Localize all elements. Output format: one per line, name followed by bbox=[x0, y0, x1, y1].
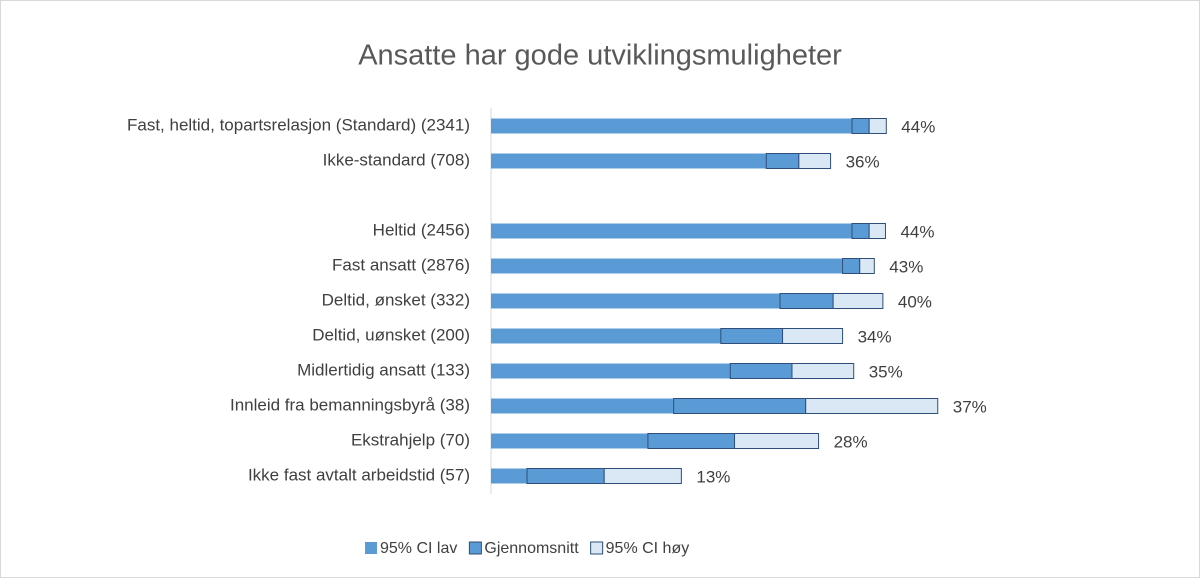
category-label: Heltid (2456) bbox=[373, 220, 470, 239]
bar-segment bbox=[491, 223, 853, 239]
bar-segment bbox=[734, 433, 820, 449]
bar-segment bbox=[832, 293, 884, 309]
bar-segment bbox=[851, 223, 870, 239]
legend-label: Gjennomsnitt bbox=[484, 540, 579, 557]
data-label: 37% bbox=[953, 397, 987, 416]
bar-segment bbox=[851, 118, 870, 134]
bar-segment bbox=[491, 118, 853, 134]
data-label: 28% bbox=[834, 432, 868, 451]
bar-segment bbox=[491, 258, 843, 274]
data-label: 36% bbox=[846, 152, 880, 171]
data-label: 44% bbox=[900, 222, 934, 241]
category-label: Ekstrahjelp (70) bbox=[351, 430, 470, 449]
category-label: Deltid, ønsket (332) bbox=[322, 290, 470, 309]
legend-swatch bbox=[590, 541, 604, 555]
chart-title: Ansatte har gode utviklingsmuligheter bbox=[358, 40, 842, 72]
category-label: Ikke fast avtalt arbeidstid (57) bbox=[248, 465, 470, 484]
bar-segment bbox=[805, 398, 939, 414]
category-label: Fast ansatt (2876) bbox=[332, 255, 470, 274]
legend-label: 95% CI høy bbox=[606, 540, 690, 557]
bar-segment bbox=[868, 118, 887, 134]
data-label: 13% bbox=[696, 467, 730, 486]
data-label: 35% bbox=[869, 362, 903, 381]
bar-segment bbox=[491, 328, 721, 344]
category-label: Ikke-standard (708) bbox=[323, 150, 470, 169]
bar-segment bbox=[491, 293, 780, 309]
data-label: 43% bbox=[889, 257, 923, 276]
bar-segment bbox=[798, 153, 832, 169]
data-label: 40% bbox=[898, 292, 932, 311]
bar-segment bbox=[491, 398, 674, 414]
bar-segment bbox=[779, 293, 834, 309]
data-label: 34% bbox=[858, 327, 892, 346]
bar-segment bbox=[673, 398, 807, 414]
bar-segment bbox=[868, 223, 886, 239]
bar-segment bbox=[603, 468, 682, 484]
bar-segment bbox=[859, 258, 875, 274]
category-label: Deltid, uønsket (200) bbox=[312, 325, 470, 344]
legend-swatch bbox=[365, 542, 377, 554]
legend-label: 95% CI lav bbox=[380, 540, 457, 557]
category-label: Innleid fra bemanningsbyrå (38) bbox=[230, 395, 470, 414]
data-label: 44% bbox=[901, 117, 935, 136]
bar-segment bbox=[765, 153, 800, 169]
bar-segment bbox=[491, 433, 648, 449]
bar-segment bbox=[526, 468, 605, 484]
bar-segment bbox=[782, 328, 844, 344]
bar-segment bbox=[729, 363, 793, 379]
category-label: Midlertidig ansatt (133) bbox=[297, 360, 470, 379]
bar-segment bbox=[491, 363, 731, 379]
category-label: Fast, heltid, topartsrelasjon (Standard)… bbox=[127, 115, 470, 134]
legend-swatch bbox=[468, 541, 482, 555]
bar-segment bbox=[842, 258, 861, 274]
bar-segment bbox=[647, 433, 736, 449]
bar-segment bbox=[720, 328, 784, 344]
bar-segment bbox=[491, 153, 767, 169]
bar-segment bbox=[791, 363, 855, 379]
bar-segment bbox=[491, 468, 528, 484]
